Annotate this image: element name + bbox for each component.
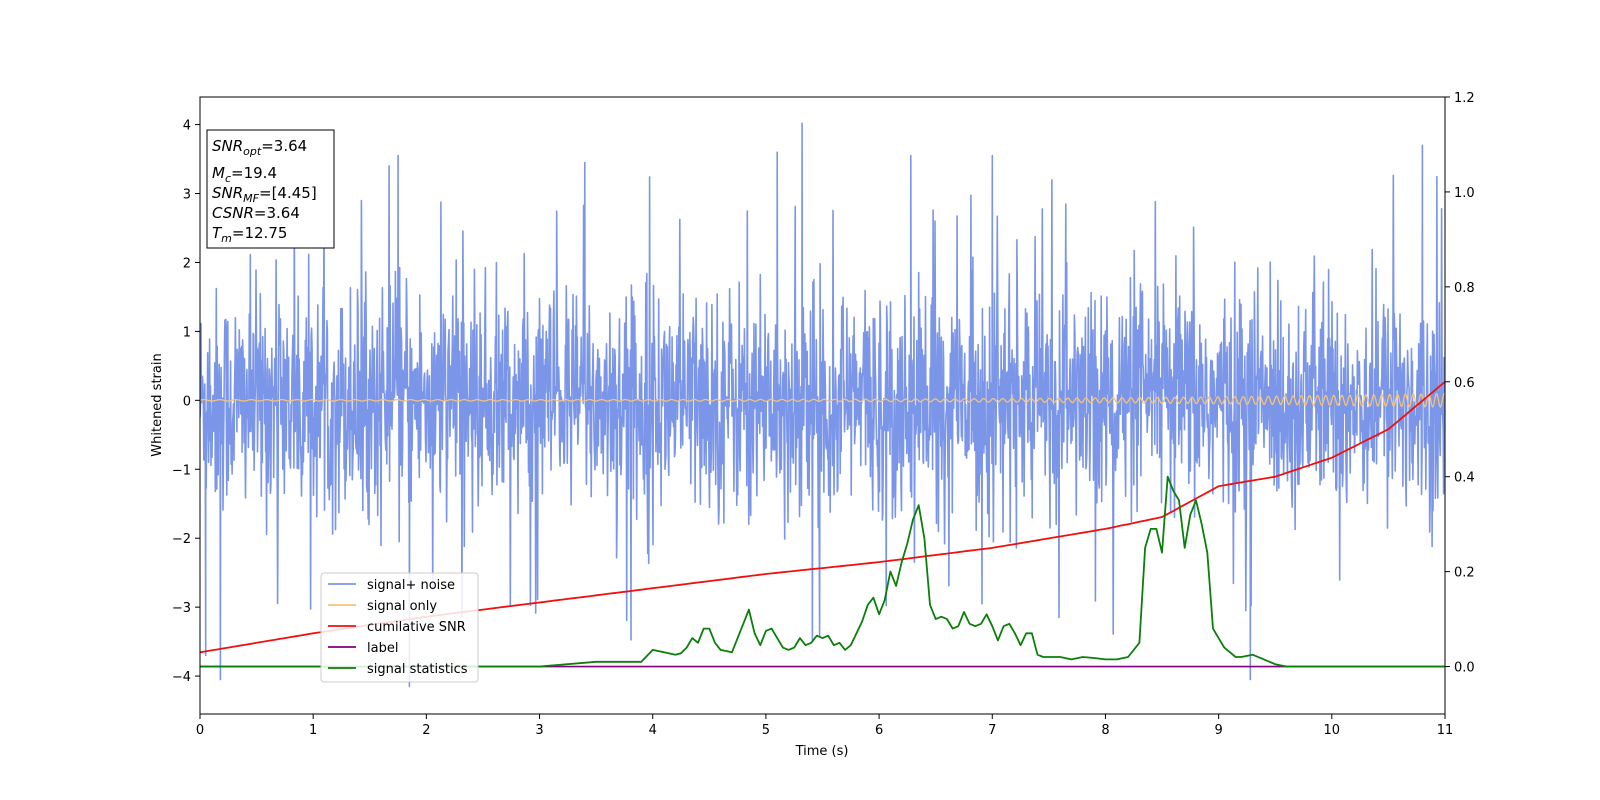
x-tick-label: 4: [649, 723, 657, 738]
info-box: SNRopt=3.64 Mc=19.4 SNRMF=[4.45] CSNR=3.…: [206, 129, 335, 249]
series-signal-statistics: [200, 475, 1445, 668]
y-axis-left: −4 −3 −2 −1 0 1 2 3 4: [172, 119, 200, 685]
legend-item: cumilative SNR: [328, 620, 466, 635]
snr-opt-text: SNRopt=3.64: [212, 137, 307, 158]
legend-label: signal only: [367, 599, 437, 614]
x-tick-label: 1: [309, 723, 317, 738]
y-right-tick-label: 0.0: [1454, 661, 1475, 676]
x-tick-label: 8: [1101, 723, 1109, 738]
legend-item: signal statistics: [328, 662, 468, 677]
mc-text: Mc=19.4: [212, 164, 277, 185]
y-right-tick-label: 0.8: [1454, 281, 1475, 296]
x-tick-label: 10: [1324, 723, 1341, 738]
csnr-text: CSNR=3.64: [212, 204, 300, 222]
legend-label: signal+ noise: [367, 578, 455, 593]
legend: signal+ noise signal only cumilative SNR la…: [320, 572, 479, 683]
y-axis-right: 0.0 0.2 0.4 0.6 0.8 1.0 1.2: [1445, 91, 1475, 676]
info-box-frame: [206, 129, 335, 249]
y-right-tick-label: 0.4: [1454, 471, 1475, 486]
y-left-tick-label: −2: [172, 532, 191, 547]
y-left-tick-label: 4: [183, 119, 191, 134]
y-left-tick-label: 1: [183, 325, 191, 340]
plot-frame: [199, 96, 1446, 715]
x-tick-label: 11: [1437, 723, 1454, 738]
y-left-tick-label: −3: [172, 601, 191, 616]
legend-item: signal only: [328, 599, 437, 614]
x-tick-label: 3: [535, 723, 543, 738]
legend-label: signal statistics: [367, 662, 468, 677]
x-axis-label: Time (s): [795, 744, 849, 759]
x-tick-label: 6: [875, 723, 883, 738]
x-tick-label: 0: [196, 723, 204, 738]
snr-mf-text: SNRMF=[4.45]: [212, 184, 317, 205]
x-tick-label: 7: [988, 723, 996, 738]
legend-label: cumilative SNR: [367, 620, 466, 635]
y-axis-label: Whitened strain: [150, 353, 165, 456]
legend-item: signal+ noise: [328, 578, 455, 593]
legend-frame: [320, 572, 479, 683]
y-left-tick-label: −4: [172, 670, 191, 685]
y-left-tick-label: 2: [183, 256, 191, 271]
y-left-tick-label: 3: [183, 188, 191, 203]
x-tick-label: 2: [422, 723, 430, 738]
x-tick-label: 9: [1214, 723, 1222, 738]
legend-label: label: [367, 641, 398, 656]
y-right-tick-label: 1.2: [1454, 91, 1475, 106]
y-left-tick-label: 0: [183, 394, 191, 409]
tm-text: Tm=12.75: [212, 224, 287, 245]
x-tick-label: 5: [762, 723, 770, 738]
y-right-tick-label: 0.2: [1454, 566, 1475, 581]
y-right-tick-label: 1.0: [1454, 186, 1475, 201]
legend-item: label: [328, 641, 398, 656]
series-signal-only: [200, 392, 1445, 409]
y-left-tick-label: −1: [172, 463, 191, 478]
x-axis: 0 1 2 3 4 5 6 7 8 9 10 11: [196, 714, 1453, 738]
y-right-tick-label: 0.6: [1454, 376, 1475, 391]
